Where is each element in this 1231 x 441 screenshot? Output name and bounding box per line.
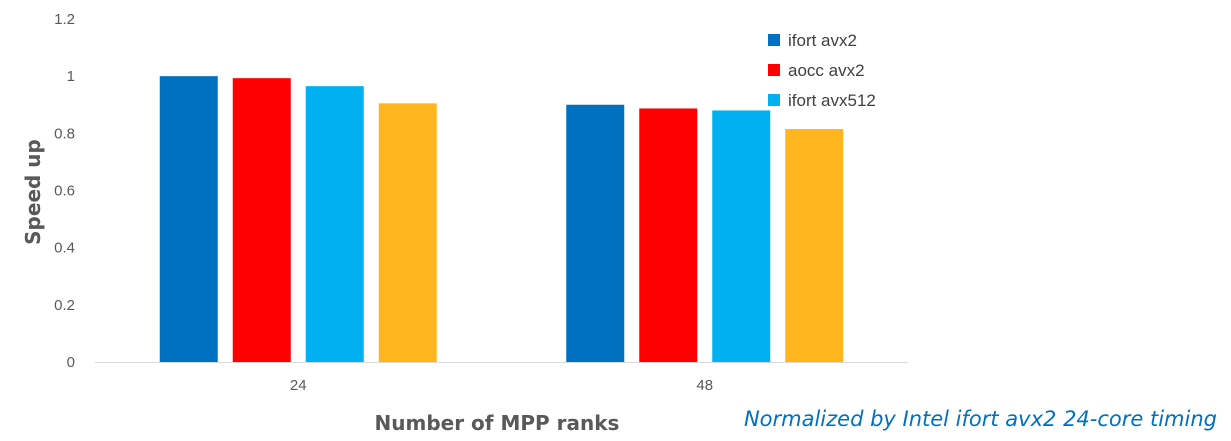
- bar-3-48: [712, 110, 771, 362]
- bar-4-48: [785, 129, 844, 362]
- x-axis-title: Number of MPP ranks: [375, 411, 620, 435]
- y-tick-label: 0.8: [54, 125, 75, 142]
- y-tick-label: 1.2: [54, 11, 75, 28]
- y-axis-ticks: 0 0.2 0.4 0.6 0.8 1 1.2: [54, 11, 75, 371]
- legend-swatch: [768, 64, 780, 76]
- legend-swatch: [768, 94, 780, 106]
- bar-3-24: [305, 86, 364, 362]
- x-tick-label: 24: [290, 377, 307, 394]
- x-tick-label: 48: [696, 377, 713, 394]
- bar-1-48: [566, 104, 625, 362]
- normalization-note: Normalized by Intel ifort avx2 24-core t…: [743, 407, 1217, 431]
- bars: [159, 76, 844, 363]
- bar-1-24: [159, 76, 218, 363]
- y-tick-label: 1: [67, 68, 75, 85]
- y-tick-label: 0.2: [54, 297, 75, 314]
- y-tick-label: 0.6: [54, 183, 75, 200]
- legend-label: ifort avx512: [788, 91, 876, 110]
- legend-label: aocc avx2: [788, 61, 865, 80]
- bar-2-24: [232, 78, 291, 362]
- x-axis-ticks: 24 48: [290, 377, 713, 394]
- y-tick-label: 0.4: [54, 240, 75, 257]
- y-axis-title: Speed up: [21, 139, 45, 245]
- y-tick-label: 0: [67, 354, 75, 371]
- bar-4-24: [378, 103, 437, 362]
- legend-label: ifort avx2: [788, 31, 857, 50]
- bar-2-48: [639, 108, 698, 362]
- legend-swatch: [768, 34, 780, 46]
- legend: ifort avx2 aocc avx2 ifort avx512: [768, 31, 876, 110]
